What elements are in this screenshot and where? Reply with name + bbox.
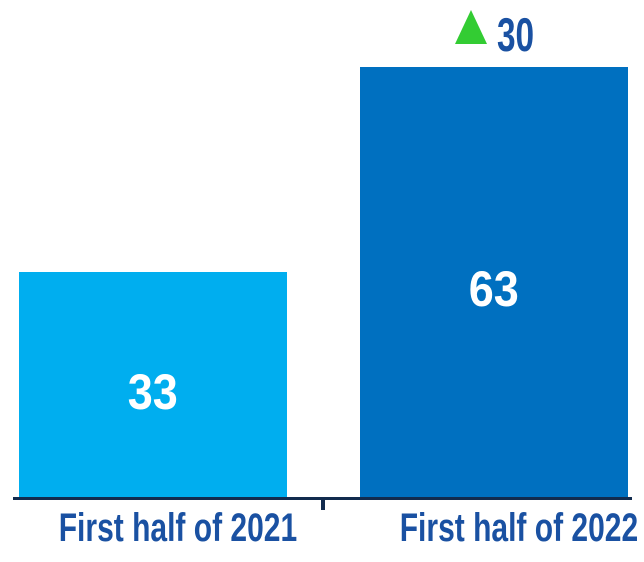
delta-annotation: 30 xyxy=(455,10,549,58)
category-label-2021-text: First half of 2021 xyxy=(58,506,298,550)
bar-first-half-2022: 63 xyxy=(360,67,628,497)
bar-first-half-2021: 33 xyxy=(19,272,287,497)
x-axis-tick xyxy=(321,497,325,510)
bar-value-2021: 33 xyxy=(127,363,179,420)
bar-value-2022: 63 xyxy=(468,261,520,317)
up-triangle-icon xyxy=(455,10,487,44)
category-label-2021: First half of 2021 xyxy=(19,508,297,548)
category-label-2022: First half of 2022 xyxy=(360,508,638,548)
delta-value: 30 xyxy=(497,8,535,61)
category-label-2022-text: First half of 2022 xyxy=(399,506,639,550)
